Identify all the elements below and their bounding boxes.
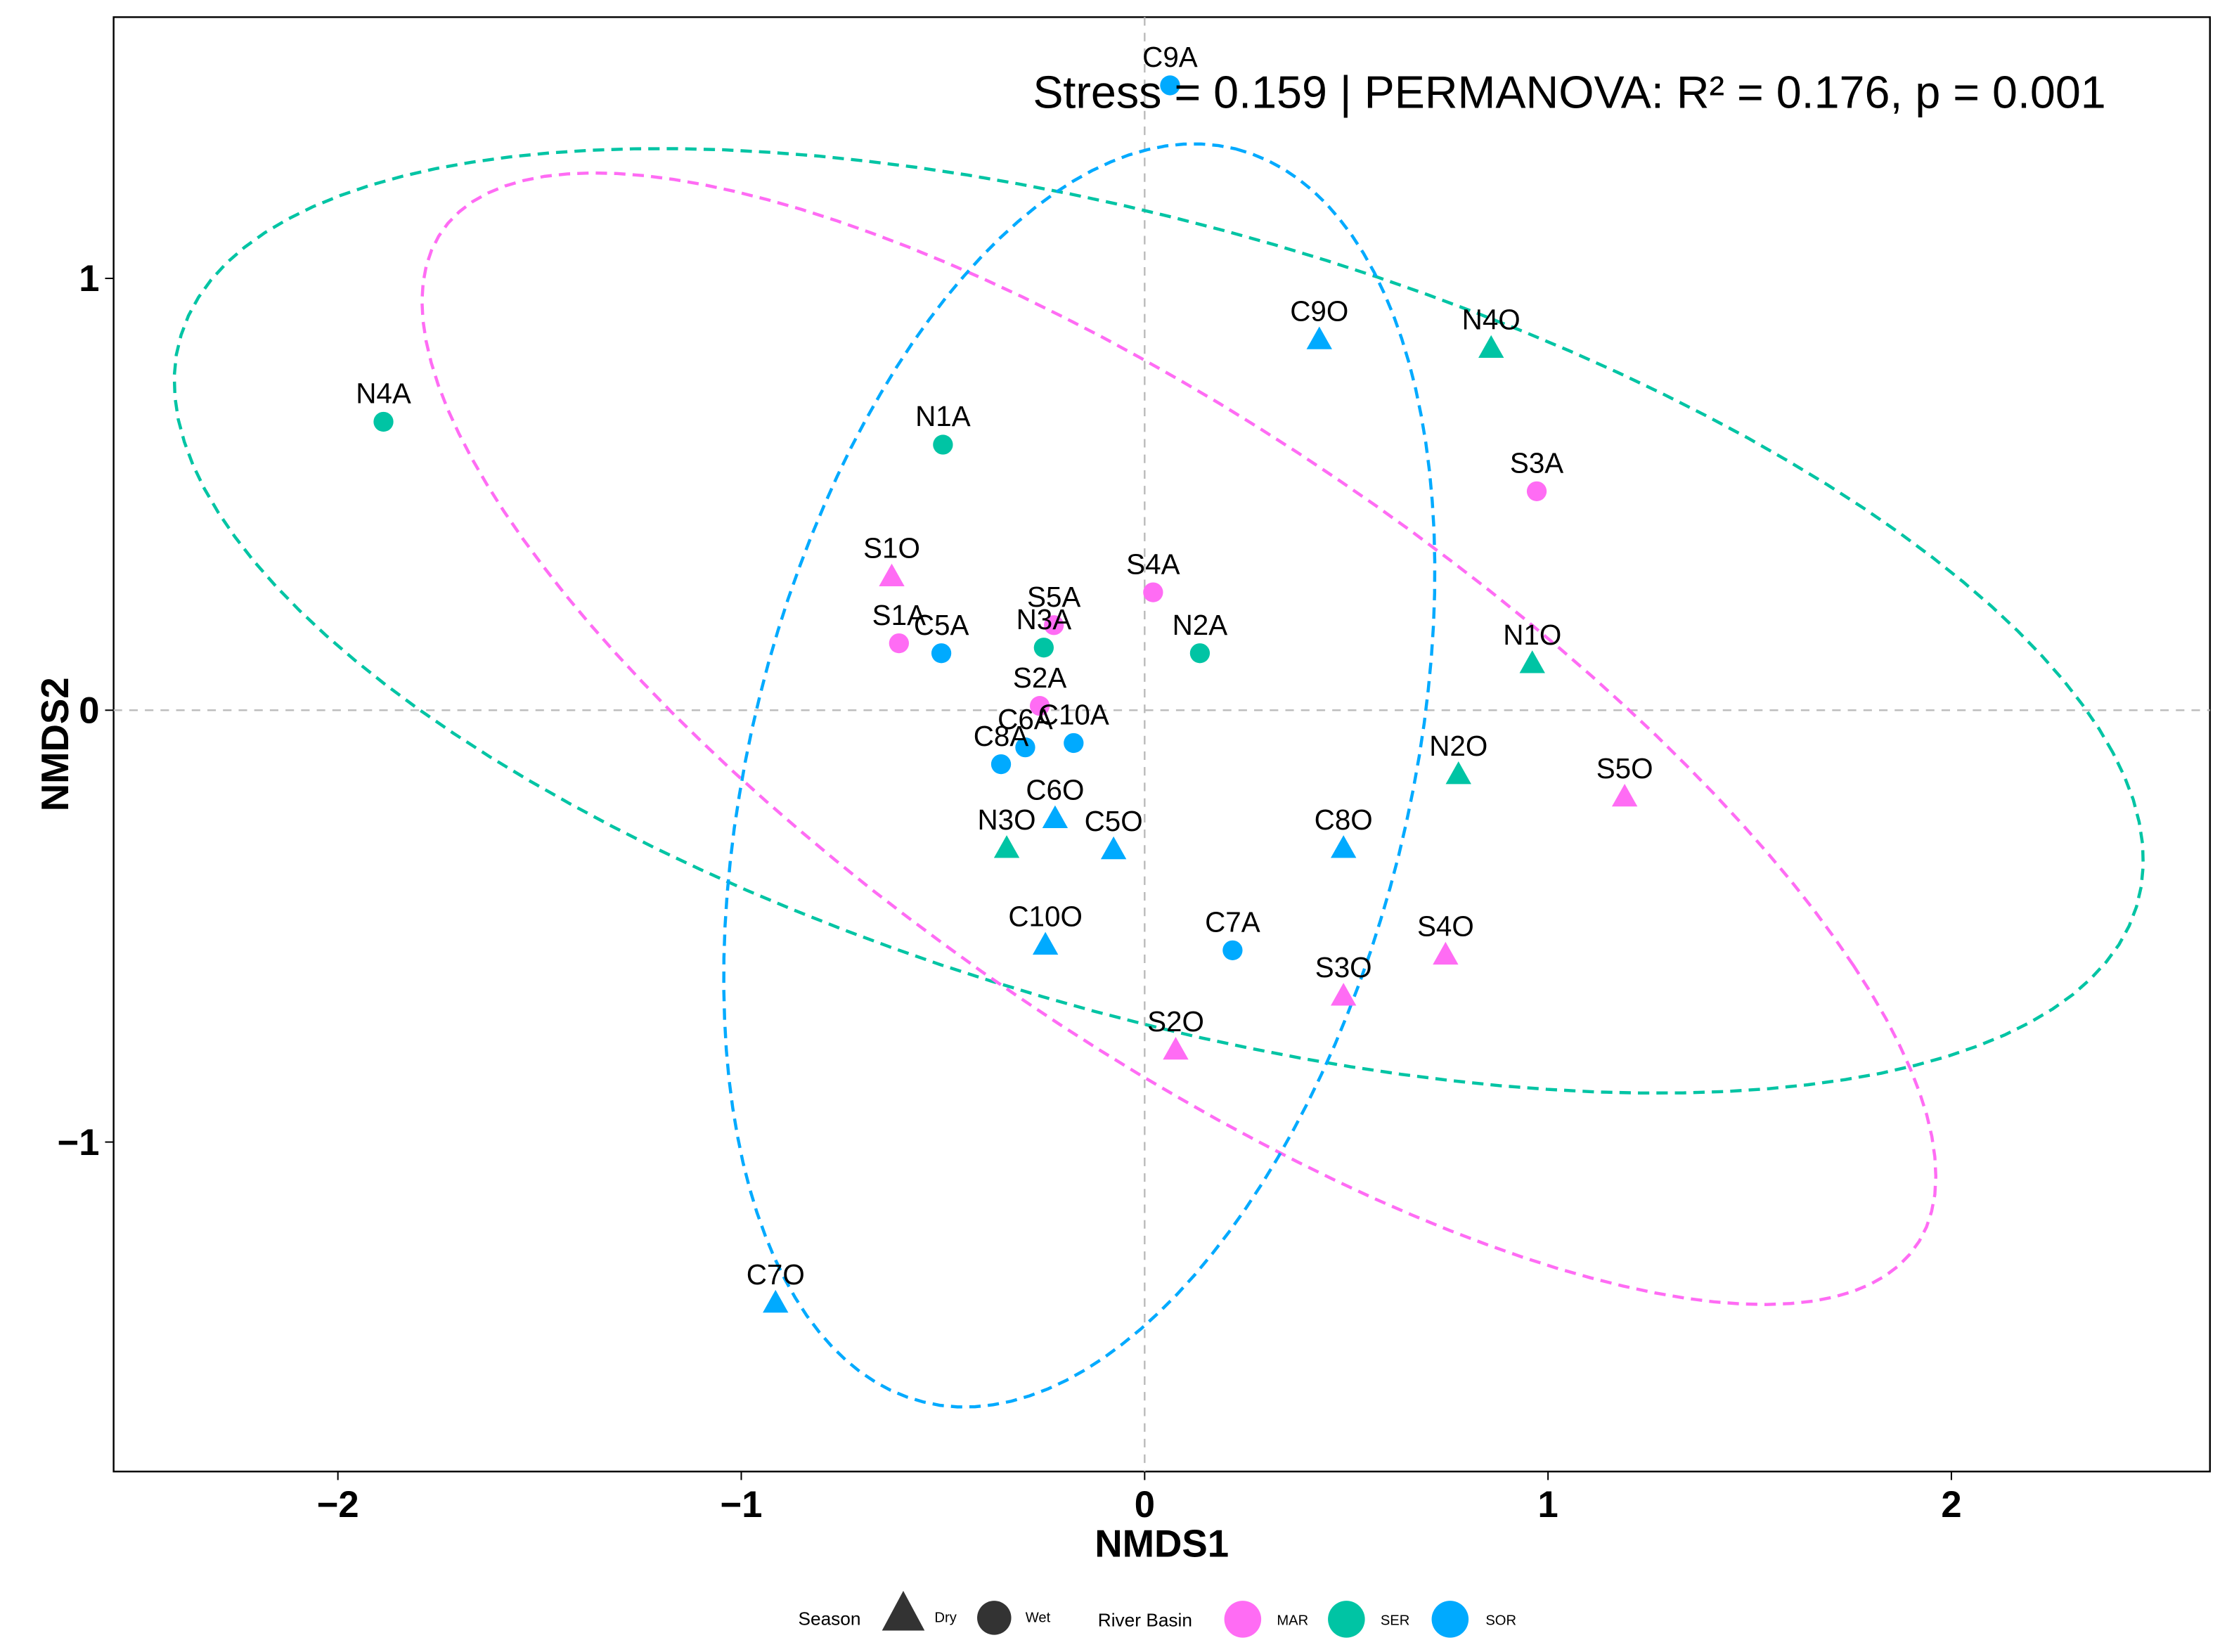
point-label: N1O [1503,619,1561,651]
point-label: N4O [1462,304,1521,336]
legend-wet-label: Wet [1026,1610,1051,1625]
point-C9O [1306,326,1332,349]
point-S1A [889,633,909,654]
point-C10A [1064,733,1084,754]
point-label: N1A [915,400,971,432]
point-label: C6A [998,703,1053,735]
y-axis: −1 0 1 [58,258,114,1163]
x-axis: −2 −1 0 1 2 [317,1471,1962,1525]
point-N3O [993,835,1020,858]
point-label: C6O [1026,774,1084,806]
point-label: S1O [863,532,920,564]
point-S2O [1163,1036,1189,1060]
point-N2A [1189,643,1211,664]
legend-season-title: Season [798,1608,860,1629]
point-C6O [1042,805,1069,829]
point-label: C7A [1205,906,1260,938]
legend-sor-label: SOR [1485,1613,1516,1628]
y-tick-label: 0 [79,690,99,731]
ellipse-sor [722,142,1437,1409]
point-S5A [1044,615,1064,635]
point-label: C5A [914,609,969,641]
point-label: C7O [747,1258,805,1291]
points-layer [373,75,1638,1313]
legend-dry-label: Dry [934,1610,957,1625]
point-label: N2A [1173,609,1228,641]
legend-dry-triangle-icon [882,1590,925,1631]
point-C7A [1222,940,1243,960]
point-label: C8A [974,720,1029,752]
x-axis-label: NMDS1 [1095,1523,1229,1566]
point-N1A [933,434,953,455]
point-label: S2A [1013,662,1066,694]
y-tick-label: −1 [58,1122,100,1163]
legend-mar-icon [1224,1601,1262,1638]
point-S3O [1331,983,1357,1006]
point-label: N4A [356,377,411,410]
ellipse-ser [172,147,2145,1095]
legend: Season Dry Wet River Basin MAR SER SOR [798,1590,1516,1638]
point-label: S4A [1126,548,1180,580]
legend-basin-title: River Basin [1098,1610,1192,1631]
point-label: N2O [1429,730,1487,762]
legend-mar-label: MAR [1277,1613,1308,1628]
y-axis-label: NMDS2 [34,677,77,811]
plot-panel [112,16,2211,1473]
point-label: C8O [1315,804,1373,836]
point-S5O [1611,783,1638,807]
point-label: S3A [1510,447,1563,479]
point-label: C10A [1038,699,1109,731]
point-S1O [879,563,905,587]
x-tick-label: 1 [1538,1484,1558,1525]
point-N3A [1033,638,1054,658]
point-C6A [1015,737,1035,758]
point-label: S5O [1596,752,1653,785]
point-label: C9O [1290,295,1348,327]
point-S4A [1143,582,1163,602]
point-C8O [1331,835,1357,858]
point-label: C9A [1142,41,1198,73]
point-label: S4O [1417,910,1474,943]
point-label: C10O [1008,901,1083,933]
point-C8A [990,754,1012,775]
legend-wet-circle-icon [977,1601,1012,1635]
y-tick-label: 1 [79,258,99,299]
point-label: C5O [1085,805,1143,837]
point-S4O [1433,941,1459,965]
chart-title: Stress = 0.159 | PERMANOVA: R² = 0.176, … [1033,67,2105,118]
point-label: S3O [1315,951,1372,983]
legend-ser-label: SER [1381,1613,1410,1628]
point-label: S2O [1147,1005,1204,1038]
point-S3A [1526,481,1547,502]
point-N1O [1519,650,1545,673]
point-label: S1A [872,599,926,631]
x-tick-label: −1 [721,1484,763,1525]
point-C10O [1032,931,1059,955]
point-C9A [1160,75,1180,96]
ellipse-mar [420,171,1938,1306]
point-label: N3A [1016,603,1072,635]
x-tick-label: 0 [1135,1484,1155,1525]
legend-ser-icon [1328,1601,1365,1638]
ellipses-layer [172,142,2145,1409]
x-tick-label: 2 [1941,1484,1961,1525]
point-N2O [1445,761,1471,785]
x-tick-label: −2 [317,1484,359,1525]
point-C7O [763,1289,789,1313]
point-label: N3O [978,804,1036,836]
point-C5A [931,643,952,664]
point-N4A [373,411,394,432]
point-C5O [1100,836,1127,860]
legend-sor-icon [1431,1601,1469,1638]
point-S2A [1029,696,1050,716]
point-N4O [1478,335,1504,359]
point-label: S5A [1027,581,1080,613]
